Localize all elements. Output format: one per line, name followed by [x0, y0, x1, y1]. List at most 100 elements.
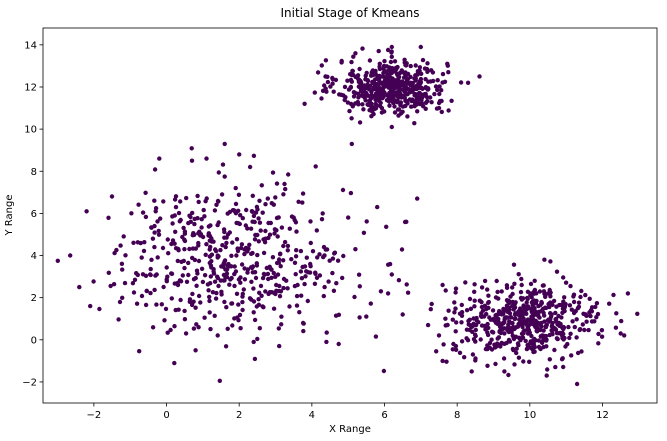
data-point	[373, 97, 378, 102]
data-point	[260, 304, 265, 309]
data-point	[183, 331, 189, 336]
data-point	[548, 311, 553, 316]
data-point	[282, 181, 287, 187]
data-point	[494, 312, 499, 318]
data-point	[232, 271, 237, 277]
data-point	[440, 282, 445, 288]
data-point	[369, 70, 374, 75]
data-point	[252, 237, 258, 242]
data-point	[412, 121, 417, 126]
data-point	[175, 258, 180, 264]
data-point	[211, 267, 216, 272]
data-point	[222, 174, 227, 179]
data-point	[235, 246, 240, 251]
data-point	[491, 316, 496, 322]
data-point	[444, 359, 449, 364]
data-point	[322, 284, 327, 290]
x-tick-label: 2	[236, 410, 242, 421]
data-point	[392, 104, 397, 109]
data-point	[561, 325, 567, 330]
data-point	[512, 281, 517, 286]
data-point	[400, 312, 405, 317]
data-point	[294, 229, 299, 234]
data-point	[137, 349, 142, 354]
data-point	[324, 247, 330, 252]
data-point	[310, 249, 316, 254]
data-point	[587, 296, 592, 301]
data-point	[195, 193, 200, 199]
data-point	[372, 86, 378, 92]
data-point	[514, 346, 519, 351]
data-point	[106, 215, 111, 220]
data-point	[489, 337, 494, 342]
data-point	[223, 274, 228, 279]
data-point	[473, 327, 478, 333]
data-point	[399, 68, 404, 73]
data-point	[148, 272, 153, 278]
data-point	[487, 340, 493, 346]
data-point	[596, 331, 601, 337]
data-point	[594, 315, 599, 320]
data-point	[519, 331, 525, 336]
data-point	[562, 305, 567, 310]
data-point	[508, 315, 514, 320]
data-point	[386, 95, 392, 101]
data-point	[314, 228, 319, 233]
data-point	[195, 271, 200, 276]
data-point	[224, 235, 229, 240]
data-point	[529, 314, 534, 319]
data-point	[272, 231, 277, 236]
data-point	[422, 66, 428, 71]
data-point	[242, 277, 248, 282]
y-tick-label: 0	[31, 335, 37, 346]
data-point	[156, 232, 162, 237]
data-point	[240, 216, 245, 221]
data-point	[437, 84, 442, 89]
data-point	[221, 278, 226, 283]
data-point	[277, 294, 283, 299]
data-point	[232, 264, 237, 269]
data-point	[300, 320, 306, 326]
data-point	[513, 300, 518, 305]
y-tick-label: 4	[31, 251, 37, 262]
data-point	[472, 304, 477, 309]
data-point	[346, 215, 351, 220]
data-point	[176, 248, 181, 253]
data-point	[190, 246, 196, 251]
data-point	[533, 323, 539, 329]
data-point	[215, 222, 220, 228]
data-point	[259, 293, 264, 298]
data-point	[278, 264, 283, 269]
data-point	[390, 98, 395, 104]
data-point	[162, 318, 167, 323]
data-point	[230, 240, 235, 245]
data-point	[282, 239, 288, 245]
data-point	[544, 373, 549, 378]
data-point	[191, 326, 197, 331]
data-point	[154, 272, 159, 277]
data-point	[428, 95, 433, 100]
data-point	[436, 333, 442, 338]
data-point	[440, 358, 445, 364]
data-point	[195, 216, 200, 221]
data-point	[279, 322, 284, 327]
data-point	[507, 307, 512, 312]
data-point	[332, 250, 338, 255]
data-point	[536, 338, 541, 343]
data-point	[539, 299, 544, 305]
data-point	[55, 258, 60, 263]
data-point	[365, 102, 370, 107]
data-point	[412, 102, 417, 108]
data-point	[446, 108, 451, 113]
data-point	[452, 310, 457, 315]
data-point	[523, 338, 528, 344]
y-axis-ticks: −2 0 2 4 6 8 10 12 14	[22, 40, 43, 388]
data-point	[189, 158, 195, 163]
data-point	[202, 315, 207, 320]
data-point	[238, 245, 244, 251]
data-point	[161, 199, 166, 204]
data-point	[77, 284, 82, 290]
data-point	[574, 317, 579, 322]
data-point	[208, 281, 213, 286]
data-point	[400, 93, 406, 98]
